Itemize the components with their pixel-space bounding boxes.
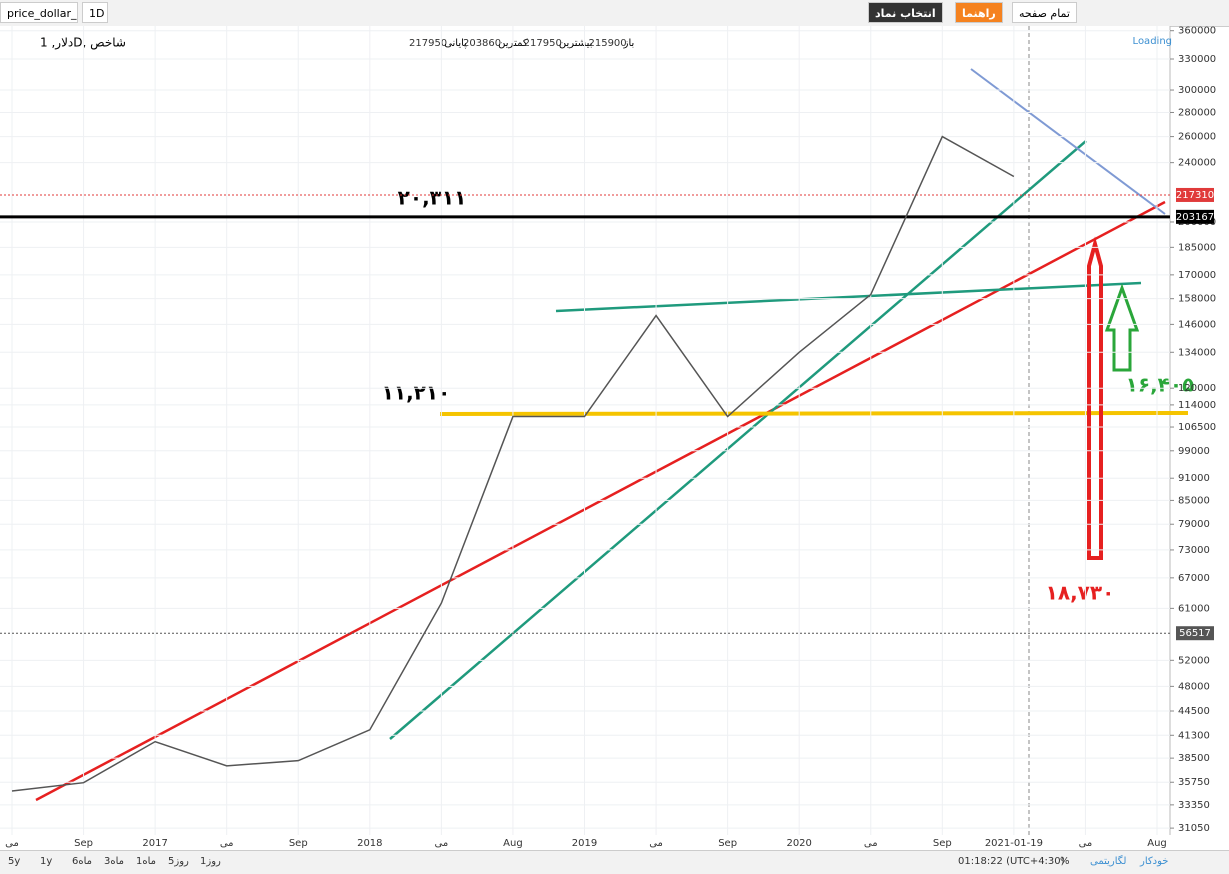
- annotation: ۲۰,۳۱۱: [398, 186, 467, 210]
- select-symbol-button[interactable]: انتخاب نماد: [868, 2, 943, 23]
- x-tick-label: می: [864, 838, 878, 849]
- y-tick-label: 52000: [1178, 655, 1210, 666]
- y-tick-label: 330000: [1178, 54, 1216, 65]
- legend-ohlc: باز215900بیشترین217950کمترین203860پایانی…: [409, 38, 634, 49]
- trend-line: [970, 68, 1166, 215]
- range-button[interactable]: 6ماه: [72, 856, 93, 867]
- range-button[interactable]: 1روز: [200, 856, 221, 867]
- price-label-box: [1176, 209, 1214, 224]
- y-tick-label: 300000: [1178, 85, 1216, 96]
- x-tick-label: 2021-01-19: [985, 838, 1043, 849]
- x-tick-label: می: [649, 838, 663, 849]
- loading-status: Loading: [1133, 36, 1172, 47]
- price-label-box: [1176, 187, 1214, 202]
- ohlc-value: 217950: [409, 38, 447, 49]
- y-tick-label: 134000: [1178, 347, 1216, 358]
- price-label-box: [1176, 626, 1214, 641]
- toolbar: price_dollar_rl 1D انتخاب نماد راهنما تم…: [0, 0, 1229, 27]
- trend-line: [555, 281, 1142, 313]
- y-tick-label: 73000: [1178, 545, 1210, 556]
- fullscreen-button[interactable]: تمام صفحه: [1012, 2, 1077, 23]
- y-tick-label: 360000: [1178, 26, 1216, 37]
- annotation: ۱۸,۷۳۰: [1046, 581, 1115, 605]
- y-tick-label: 38500: [1178, 753, 1210, 764]
- x-tick-label: 2019: [572, 838, 597, 849]
- clock: 01:18:22 (UTC+4:30): [958, 856, 1065, 867]
- arrow: [1087, 236, 1103, 560]
- x-tick-label: Sep: [74, 838, 93, 849]
- x-tick-label: Aug: [1147, 838, 1167, 849]
- trend-lines: [35, 68, 1189, 802]
- symbol-input[interactable]: price_dollar_rl: [0, 2, 78, 23]
- x-tick-label: 2020: [786, 838, 811, 849]
- x-tick-label: می: [1079, 838, 1093, 849]
- y-tick-label: 158000: [1178, 294, 1216, 305]
- price-line-series: [11, 135, 1015, 792]
- x-tick-label: Sep: [289, 838, 308, 849]
- y-tick-label: 280000: [1178, 107, 1216, 118]
- x-tick-label: می: [435, 838, 449, 849]
- y-tick-label: 61000: [1178, 603, 1210, 614]
- x-tick-label: 2017: [142, 838, 167, 849]
- ohlc-label: باز: [623, 38, 635, 49]
- x-tick-label: Sep: [718, 838, 737, 849]
- y-tick-label: 185000: [1178, 242, 1216, 253]
- y-tick-label: 41300: [1178, 730, 1210, 741]
- auto-toggle[interactable]: خودکار: [1140, 856, 1169, 867]
- y-tick-label: 67000: [1178, 573, 1210, 584]
- y-tick-label: 114000: [1178, 400, 1216, 411]
- y-tick-label: 99000: [1178, 446, 1210, 457]
- x-tick-label: Sep: [933, 838, 952, 849]
- range-button[interactable]: 5روز: [168, 856, 189, 867]
- trend-line: [35, 200, 1166, 802]
- price-label: 203167: [1176, 212, 1214, 223]
- ohlc-value: 203860: [463, 38, 501, 49]
- y-tick-label: 260000: [1178, 132, 1216, 143]
- ohlc-value: 217950: [524, 38, 562, 49]
- y-tick-label: 106500: [1178, 422, 1216, 433]
- y-tick-label: 120000: [1178, 383, 1216, 394]
- ohlc-label: بیشترین: [559, 38, 593, 49]
- range-button[interactable]: 1y: [40, 856, 53, 867]
- x-tick-label: 2018: [357, 838, 382, 849]
- y-tick-label: 44500: [1178, 706, 1210, 717]
- range-button[interactable]: 5y: [8, 856, 21, 867]
- arrow: [1104, 283, 1140, 372]
- y-tick-label: 79000: [1178, 519, 1210, 530]
- range-button[interactable]: 1ماه: [136, 856, 157, 867]
- trend-line: [389, 140, 1087, 740]
- interval-button[interactable]: 1D: [82, 2, 108, 23]
- chart: شاخص ,Dدلار, 1 باز215900بیشترین217950کمت…: [0, 26, 1216, 850]
- support-line: [439, 411, 1189, 416]
- annotation: ۱۱,۲۱۰: [382, 381, 451, 405]
- y-tick-label: 35750: [1178, 777, 1210, 788]
- x-tick-label: Aug: [503, 838, 523, 849]
- percent-toggle[interactable]: %: [1060, 856, 1070, 867]
- price-label: 217310: [1176, 190, 1214, 201]
- y-tick-label: 170000: [1178, 270, 1216, 281]
- x-tick-label: می: [5, 838, 19, 849]
- y-tick-label: 31050: [1178, 823, 1210, 834]
- range-button[interactable]: 3ماه: [104, 856, 125, 867]
- price-label: 56517: [1179, 628, 1211, 639]
- log-toggle[interactable]: لگاریتمی: [1090, 856, 1127, 867]
- y-tick-label: 240000: [1178, 158, 1216, 169]
- x-tick-label: می: [220, 838, 234, 849]
- ohlc-value: 215900: [588, 38, 626, 49]
- y-tick-label: 91000: [1178, 473, 1210, 484]
- annotations: ۲۰,۳۱۱ ۱۱,۲۱۰ ۱۶,۴۰۵ ۱۸,۷۳۰: [382, 186, 1195, 605]
- ohlc-label: پایانی: [444, 38, 467, 49]
- y-tick-label: 33350: [1178, 800, 1210, 811]
- y-tick-label: 48000: [1178, 681, 1210, 692]
- annotation: ۱۶,۴۰۵: [1126, 373, 1195, 397]
- help-button[interactable]: راهنما: [955, 2, 1003, 23]
- legend-name: شاخص ,Dدلار, 1: [40, 36, 126, 51]
- bottom-bar: 01:18:22 (UTC+4:30) % لگاریتمی خودکار 5y…: [0, 850, 1229, 874]
- y-tick-label: 146000: [1178, 319, 1216, 330]
- y-tick-label: 85000: [1178, 495, 1210, 506]
